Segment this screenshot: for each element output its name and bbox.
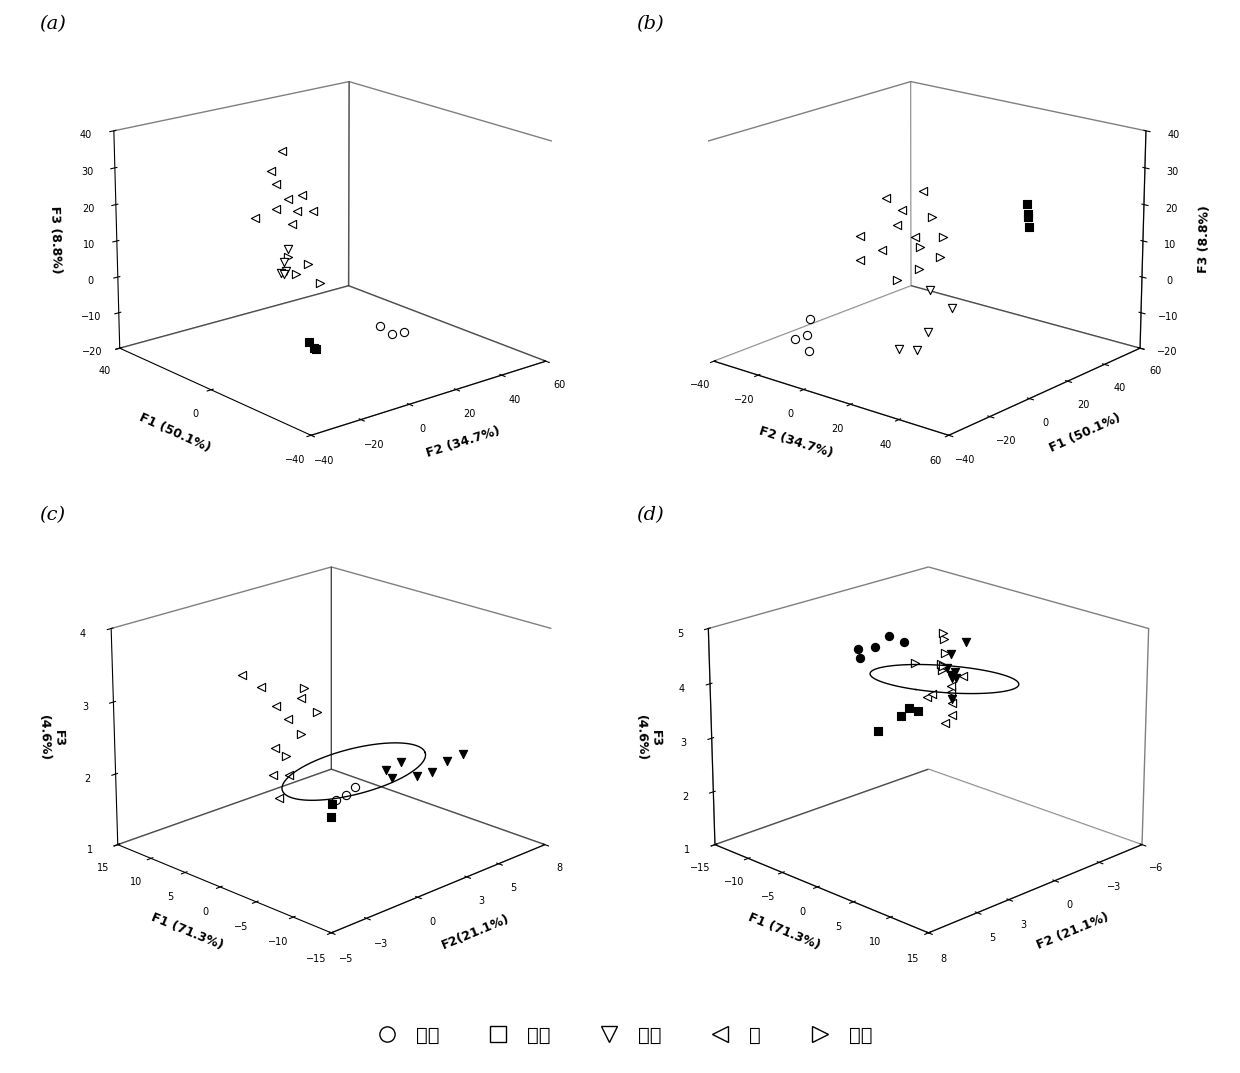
Y-axis label: F1 (50.1%): F1 (50.1%) [138, 411, 213, 455]
Text: (c): (c) [38, 506, 66, 525]
Text: (a): (a) [38, 15, 66, 33]
Y-axis label: F1 (50.1%): F1 (50.1%) [1047, 411, 1122, 455]
X-axis label: F2 (34.7%): F2 (34.7%) [425, 425, 502, 460]
X-axis label: F2 (21.1%): F2 (21.1%) [1035, 911, 1111, 953]
Text: (d): (d) [636, 506, 663, 525]
Y-axis label: F1 (71.3%): F1 (71.3%) [149, 911, 224, 953]
X-axis label: F2(21.1%): F2(21.1%) [440, 912, 512, 952]
Legend: 酒精, 甲醇, 甲苯, 苯, 氯苯: 酒精, 甲醇, 甲苯, 苯, 氯苯 [360, 1018, 880, 1053]
Y-axis label: F1 (71.3%): F1 (71.3%) [746, 911, 822, 953]
Text: (b): (b) [636, 15, 663, 33]
X-axis label: F2 (34.7%): F2 (34.7%) [758, 425, 835, 460]
